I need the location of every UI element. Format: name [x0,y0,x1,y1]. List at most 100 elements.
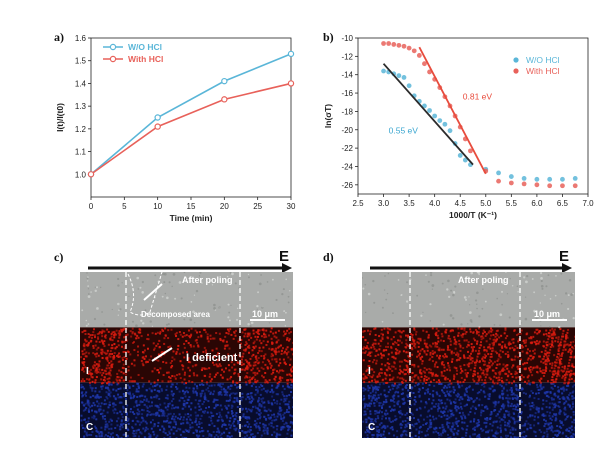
carbon-pixel [486,419,489,422]
carbon-pixel [283,426,286,429]
iodine-pixel [286,337,289,340]
iodine-pixel [431,327,434,330]
carbon-pixel [202,435,205,438]
iodine-pixel [243,369,246,372]
carbon-pixel [389,399,392,402]
carbon-pixel [533,397,536,400]
carbon-pixel [532,406,535,409]
carbon-pixel [404,413,407,416]
iodine-pixel [556,375,559,378]
carbon-pixel [100,402,103,405]
carbon-pixel [239,396,242,399]
iodine-pixel [558,354,561,357]
carbon-pixel [138,395,141,398]
carbon-pixel [442,390,445,393]
iodine-pixel [382,354,385,357]
carbon-pixel [219,391,222,394]
iodine-pixel [364,375,367,378]
iodine-pixel [546,334,549,337]
carbon-pixel [528,396,531,399]
carbon-pixel [204,394,207,397]
carbon-pixel [508,419,511,422]
carbon-pixel [509,431,512,434]
carbon-pixel [563,401,566,404]
carbon-pixel [381,411,384,414]
carbon-pixel [397,395,400,398]
carbon-pixel [446,433,449,436]
carbon-pixel [227,385,230,388]
iodine-pixel [191,381,194,384]
carbon-pixel [240,407,243,410]
iodine-pixel [292,370,293,373]
carbon-pixel [180,422,183,425]
carbon-pixel [515,405,518,408]
carbon-pixel [553,385,556,388]
carbon-pixel [488,429,491,432]
iodine-pixel [415,374,418,377]
carbon-pixel [440,415,443,418]
carbon-pixel [235,386,238,389]
iodine-pixel [86,366,89,369]
iodine-pixel [258,346,261,349]
carbon-pixel [163,412,166,415]
iodine-pixel [252,353,255,356]
iodine-pixel [110,360,113,363]
iodine-pixel [281,376,284,379]
iodine-pixel [507,342,510,345]
iodine-pixel [467,341,470,344]
iodine-pixel [121,356,124,359]
carbon-pixel [106,397,109,400]
carbon-pixel [565,388,568,391]
carbon-pixel [238,428,241,431]
iodine-pixel [489,347,492,350]
after-poling-label-c: After poling [182,275,233,285]
iodine-pixel [526,358,529,361]
iodine-pixel [268,360,271,363]
carbon-pixel [253,436,256,438]
iodine-pixel [141,362,144,365]
iodine-pixel [366,341,369,344]
carbon-pixel [501,389,504,392]
carbon-pixel [448,383,451,386]
carbon-pixel [498,416,501,419]
iodine-pixel [252,342,255,345]
carbon-pixel [163,402,166,405]
sem-grain [236,307,239,310]
iodine-pixel [392,336,395,339]
carbon-pixel [268,418,271,421]
iodine-pixel [373,371,376,374]
carbon-pixel [457,429,460,432]
iodine-pixel [504,329,507,332]
carbon-pixel [85,421,88,424]
carbon-pixel [140,421,143,424]
iodine-pixel [538,330,541,333]
iodine-pixel [285,353,288,356]
carbon-pixel [408,418,411,421]
iodine-pixel [504,327,507,330]
iodine-pixel [181,368,184,371]
chart-b: 2.5 3.0 3.5 4.0 4.5 5.0 5.5 6.0 6.5 7.0-10-12-14-… [323,34,594,220]
carbon-pixel [398,412,401,415]
iodine-pixel [506,367,509,370]
carbon-pixel [256,391,259,394]
carbon-pixel [271,433,274,436]
carbon-pixel [266,429,269,432]
carbon-pixel [139,401,142,404]
carbon-pixel [551,408,554,411]
iodine-pixel [557,357,560,360]
iodine-pixel [429,351,432,354]
iodine-pixel [401,371,404,374]
carbon-pixel [471,427,474,430]
iodine-pixel [436,366,439,369]
sem-grain [193,321,196,324]
carbon-pixel [189,408,192,411]
sem-grain [540,277,543,280]
carbon-pixel [512,405,515,408]
carbon-pixel [425,389,428,392]
iodine-pixel [98,332,101,335]
iodine-pixel [531,368,534,371]
carbon-pixel [230,435,233,438]
iodine-pixel [140,359,143,362]
iodine-pixel [517,340,520,343]
carbon-pixel [135,416,138,419]
